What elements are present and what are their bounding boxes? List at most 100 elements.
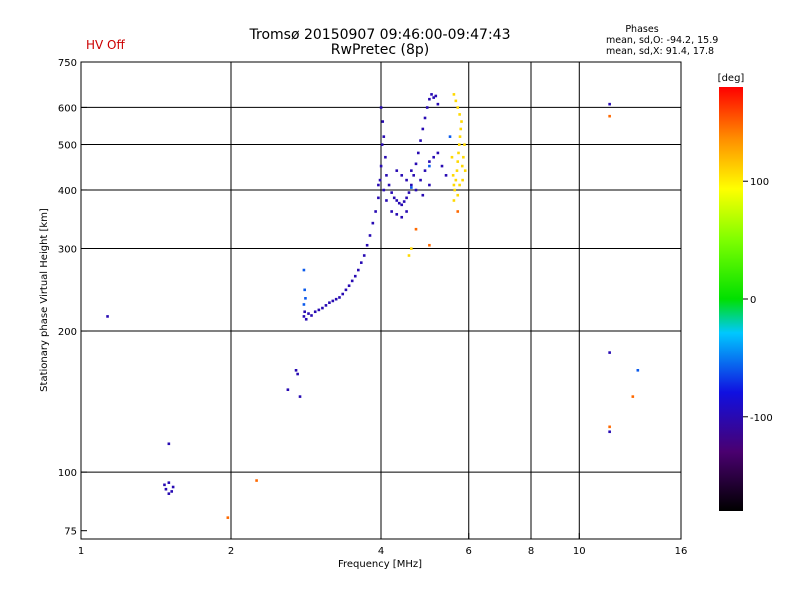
plot-area: 1 2 4 6 8 10 16 75 100 200 300 400 500 600 750 <box>58 58 687 557</box>
data-point <box>400 203 404 207</box>
data-point <box>387 183 391 187</box>
data-point <box>377 183 380 187</box>
x-tick-label: 6 <box>466 546 472 557</box>
x-axis-label: Frequency [MHz] <box>338 559 422 570</box>
data-point <box>428 164 431 168</box>
data-point <box>453 188 456 192</box>
data-point <box>428 160 431 163</box>
data-point <box>608 114 611 118</box>
data-point <box>463 143 466 146</box>
data-point <box>631 395 635 398</box>
data-point <box>452 199 456 202</box>
data-point <box>380 143 384 146</box>
data-point <box>419 178 422 182</box>
data-point <box>384 155 387 159</box>
phases-header: Phases <box>625 24 658 35</box>
phases-o-line: mean, sd,O: -94.2, 15.9 <box>606 35 718 46</box>
data-point <box>317 308 321 312</box>
data-point <box>432 96 435 99</box>
data-point <box>608 425 611 429</box>
chart-title: Tromsø 20150907 09:46:00-09:47:43 <box>249 27 511 43</box>
data-point <box>395 213 399 216</box>
data-point <box>458 135 462 138</box>
data-point <box>167 442 171 446</box>
data-point <box>365 243 369 247</box>
data-point <box>304 297 307 300</box>
data-point <box>459 127 463 131</box>
data-point <box>458 183 461 187</box>
data-point <box>414 162 418 166</box>
x-tick-label: 16 <box>675 546 688 557</box>
data-point <box>167 481 171 484</box>
data-point <box>331 299 335 303</box>
data-point <box>414 188 418 192</box>
data-point <box>359 261 363 264</box>
data-point <box>448 135 452 138</box>
data-point <box>302 268 306 272</box>
data-point <box>368 234 372 237</box>
data-point <box>298 395 302 398</box>
data-point <box>371 221 375 225</box>
data-point <box>407 254 411 257</box>
data-point <box>457 143 461 146</box>
data-point <box>382 188 386 192</box>
data-point <box>410 186 413 189</box>
data-point <box>374 210 377 213</box>
data-point <box>434 94 438 98</box>
data-point <box>456 210 460 213</box>
data-point <box>421 193 425 197</box>
data-point <box>397 201 401 205</box>
y-tick-label: 75 <box>64 527 77 538</box>
x-tick-label: 10 <box>573 546 586 557</box>
data-point <box>423 169 427 172</box>
data-point <box>455 169 459 172</box>
data-point <box>379 106 383 109</box>
data-point <box>296 372 299 376</box>
data-point <box>385 174 388 177</box>
data-point <box>428 183 431 187</box>
x-tick-label: 4 <box>378 546 384 557</box>
x-tick-label: 8 <box>528 546 534 557</box>
data-point <box>379 164 383 168</box>
data-point <box>385 199 388 202</box>
colorbar-tick-label: -100 <box>750 413 773 424</box>
y-tick-label: 600 <box>58 103 77 114</box>
data-point <box>324 304 328 307</box>
data-point <box>436 102 440 106</box>
data-point <box>608 102 611 106</box>
data-points <box>106 93 640 519</box>
data-point <box>304 317 308 321</box>
data-point <box>255 479 258 482</box>
data-point <box>432 155 435 159</box>
data-point <box>451 174 455 177</box>
x-tick-label: 2 <box>228 546 234 557</box>
hv-status-label: HV Off <box>86 38 125 52</box>
data-point <box>106 315 109 318</box>
data-point <box>421 127 425 131</box>
data-point <box>286 388 290 392</box>
colorbar-tick-label: 0 <box>750 295 756 306</box>
data-point <box>636 369 640 372</box>
data-point <box>410 169 413 172</box>
data-point <box>377 196 380 200</box>
y-tick-label: 500 <box>58 141 77 152</box>
colorbar: [deg] 100 0 -100 <box>718 73 773 511</box>
chart-subtitle: RwPretec (8p) <box>331 42 429 58</box>
y-tick-label: 400 <box>58 186 77 197</box>
data-point <box>405 210 408 213</box>
data-point <box>226 516 230 519</box>
data-point <box>303 288 306 292</box>
data-point <box>302 315 306 318</box>
data-point <box>338 296 341 299</box>
data-point <box>378 178 382 182</box>
data-point <box>416 151 420 155</box>
phases-x-line: mean, sd,X: 91.4, 17.8 <box>606 46 714 57</box>
data-point <box>356 268 360 272</box>
data-point <box>310 314 313 317</box>
data-point <box>303 310 306 314</box>
colorbar-label: [deg] <box>718 73 745 84</box>
data-point <box>608 351 611 354</box>
y-tick-label: 100 <box>58 468 77 479</box>
data-point <box>456 193 460 197</box>
